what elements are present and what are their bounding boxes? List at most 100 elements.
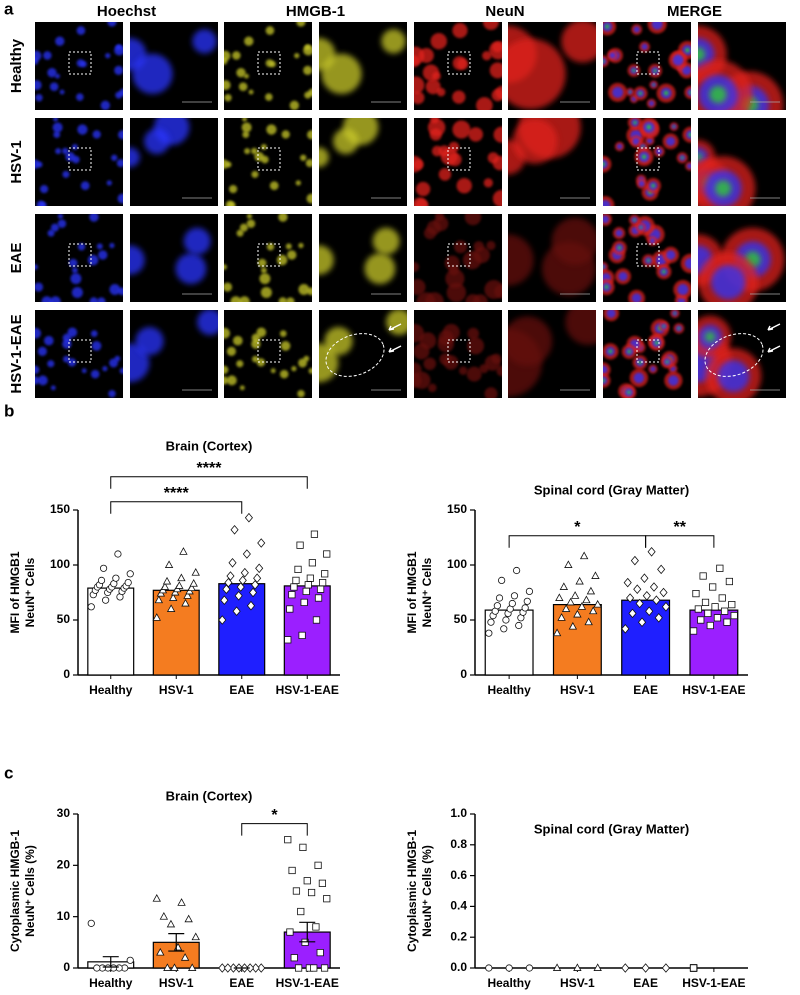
cell xyxy=(236,68,246,78)
cell xyxy=(53,118,59,122)
cell xyxy=(260,267,267,274)
cell xyxy=(603,378,605,383)
significance-label: ** xyxy=(674,519,687,536)
cell xyxy=(698,47,706,62)
cells xyxy=(698,139,756,206)
significance-label: * xyxy=(574,519,581,536)
cell xyxy=(682,65,691,75)
outline xyxy=(704,333,764,377)
cell xyxy=(269,60,276,68)
y-tick-label: 100 xyxy=(447,557,467,571)
data-point xyxy=(320,964,329,972)
cell xyxy=(109,242,115,249)
cell xyxy=(456,178,472,194)
data-point xyxy=(564,560,573,568)
data-point xyxy=(525,964,534,972)
cell xyxy=(96,243,103,250)
data-point xyxy=(229,963,238,973)
y-tick-label: 0 xyxy=(63,960,70,974)
cell xyxy=(54,73,60,79)
y-tick-label: 0.2 xyxy=(450,929,467,943)
cell xyxy=(50,385,56,391)
micrograph xyxy=(414,214,502,302)
zoom-box xyxy=(636,243,660,267)
cell xyxy=(230,296,242,302)
cell xyxy=(633,120,637,125)
cell xyxy=(109,284,121,295)
cell xyxy=(364,253,396,285)
cell xyxy=(321,53,362,95)
cell xyxy=(508,38,566,110)
cell xyxy=(319,245,334,275)
data-point xyxy=(552,628,562,637)
data-point xyxy=(498,576,506,585)
data-point xyxy=(640,573,649,583)
cell xyxy=(673,312,677,315)
data-point xyxy=(577,602,587,610)
cell xyxy=(677,327,681,330)
cell xyxy=(603,215,609,224)
data-point xyxy=(568,621,578,630)
data-point xyxy=(582,595,591,604)
chart: Spinal cord (Gray Matter) MFI of HMGB1 Neu… xyxy=(405,482,748,697)
micrograph xyxy=(508,22,596,110)
cell xyxy=(627,390,631,395)
cell xyxy=(254,151,264,162)
cell xyxy=(35,94,43,102)
cell xyxy=(35,365,40,375)
cell xyxy=(487,152,499,164)
cells xyxy=(603,118,691,206)
chart-title: Brain (Cortex) xyxy=(166,788,253,803)
micrograph xyxy=(698,118,786,206)
data-point xyxy=(659,587,668,598)
cell xyxy=(57,219,67,228)
data-point xyxy=(156,947,165,956)
cell xyxy=(244,36,254,46)
data-point xyxy=(189,579,198,587)
cell xyxy=(372,227,400,255)
data-point xyxy=(495,594,504,602)
cell xyxy=(37,346,48,357)
y-tick-label: 30 xyxy=(57,806,71,820)
data-point xyxy=(716,564,724,572)
cell xyxy=(285,243,292,250)
cell xyxy=(224,80,231,91)
y-tick-label: 0 xyxy=(63,667,70,681)
cell xyxy=(686,130,691,140)
chart-title: Spinal cord (Gray Matter) xyxy=(534,482,689,497)
cell xyxy=(224,94,232,102)
cells xyxy=(224,118,312,206)
cell xyxy=(308,367,312,374)
data-point xyxy=(586,586,596,595)
data-point xyxy=(284,836,292,844)
cell xyxy=(633,26,640,33)
cell xyxy=(615,229,623,237)
data-point xyxy=(222,584,231,594)
cell xyxy=(386,310,407,336)
x-tick-label: HSV-1 xyxy=(560,976,595,990)
panel-label: c xyxy=(4,763,13,782)
data-point xyxy=(236,582,245,592)
cell xyxy=(616,143,623,150)
cell xyxy=(92,130,101,139)
data-point xyxy=(124,578,132,587)
cell xyxy=(709,85,727,104)
x-tick-label: HSV-1 xyxy=(560,683,595,697)
cell xyxy=(114,65,123,75)
cell xyxy=(668,375,679,386)
cell xyxy=(47,229,55,237)
cell xyxy=(37,375,48,386)
cell xyxy=(135,327,164,356)
cell xyxy=(414,91,425,105)
cell xyxy=(260,143,267,150)
cell xyxy=(296,22,306,27)
data-point xyxy=(180,953,190,961)
cell xyxy=(661,269,666,274)
cell xyxy=(130,147,140,168)
cell xyxy=(304,91,312,99)
cell xyxy=(251,147,258,155)
arrow xyxy=(388,323,402,331)
data-point xyxy=(312,616,321,624)
zoom-box xyxy=(636,51,660,75)
